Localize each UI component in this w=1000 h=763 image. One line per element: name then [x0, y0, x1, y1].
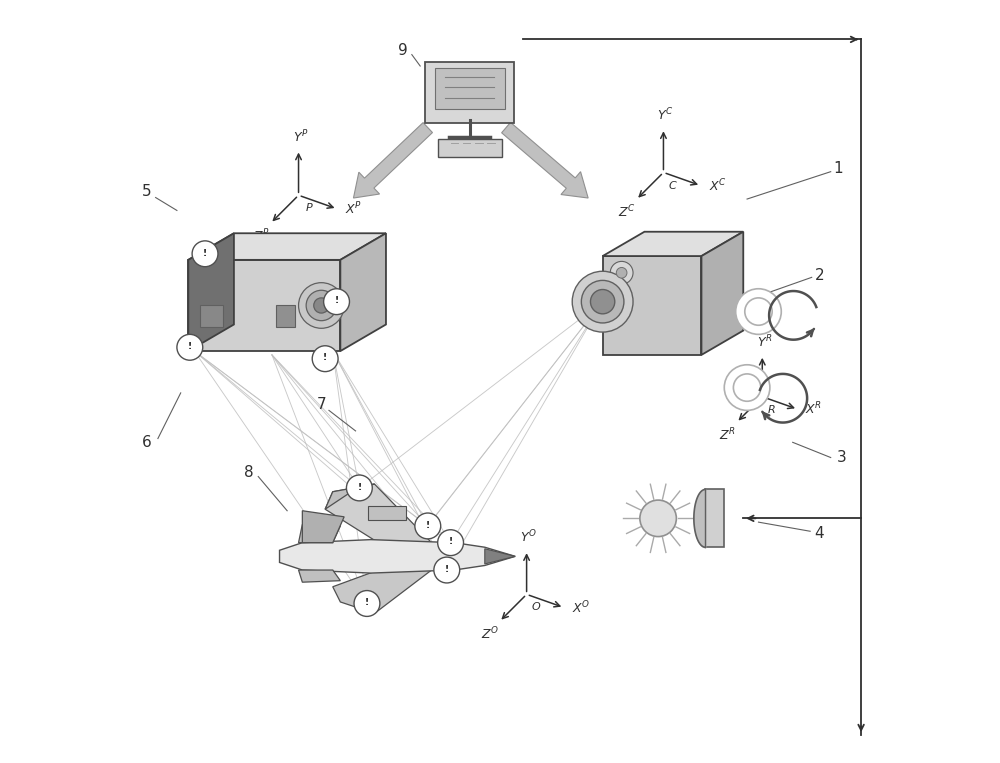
- Circle shape: [724, 365, 770, 410]
- Text: !: !: [323, 353, 327, 362]
- Text: !: !: [449, 537, 453, 546]
- Polygon shape: [485, 549, 515, 564]
- Text: 5: 5: [142, 184, 151, 199]
- Text: !: !: [334, 296, 339, 305]
- Text: $Z^C$: $Z^C$: [618, 204, 636, 221]
- Text: $X^C$: $X^C$: [709, 177, 727, 194]
- Polygon shape: [280, 539, 515, 573]
- Text: !: !: [357, 483, 361, 491]
- Polygon shape: [368, 506, 406, 520]
- Polygon shape: [188, 260, 340, 351]
- Text: !: !: [445, 565, 449, 574]
- FancyBboxPatch shape: [435, 68, 505, 109]
- Text: $O$: $O$: [531, 600, 541, 613]
- Circle shape: [324, 288, 349, 314]
- Text: 6: 6: [142, 435, 151, 450]
- Circle shape: [192, 241, 218, 267]
- Circle shape: [733, 374, 761, 401]
- Polygon shape: [188, 233, 234, 351]
- Circle shape: [590, 289, 615, 314]
- FancyBboxPatch shape: [425, 63, 514, 123]
- FancyArrow shape: [502, 122, 588, 198]
- Circle shape: [438, 530, 464, 555]
- Polygon shape: [302, 510, 344, 542]
- Text: !: !: [188, 342, 192, 351]
- Polygon shape: [705, 489, 724, 547]
- Circle shape: [177, 334, 203, 360]
- Text: $X^P$: $X^P$: [345, 201, 362, 217]
- Text: 7: 7: [317, 397, 326, 412]
- Text: 2: 2: [814, 268, 824, 282]
- FancyBboxPatch shape: [438, 139, 502, 157]
- Text: $Y^C$: $Y^C$: [657, 107, 674, 124]
- Polygon shape: [603, 232, 743, 256]
- Polygon shape: [188, 233, 386, 260]
- Bar: [276, 305, 295, 327]
- Text: $Y^O$: $Y^O$: [520, 529, 537, 546]
- Bar: [200, 305, 223, 327]
- Polygon shape: [333, 570, 432, 613]
- FancyArrow shape: [353, 123, 432, 198]
- Circle shape: [616, 268, 627, 278]
- Polygon shape: [603, 256, 701, 355]
- Circle shape: [306, 290, 337, 320]
- Polygon shape: [325, 485, 375, 509]
- Circle shape: [640, 500, 676, 536]
- Polygon shape: [299, 524, 340, 542]
- Polygon shape: [701, 232, 743, 355]
- Text: 4: 4: [814, 526, 824, 541]
- Circle shape: [581, 280, 624, 323]
- Polygon shape: [299, 570, 340, 582]
- Text: $Z^P$: $Z^P$: [253, 227, 270, 244]
- Polygon shape: [325, 485, 432, 542]
- Circle shape: [312, 346, 338, 372]
- Text: 9: 9: [398, 43, 408, 58]
- Text: $C$: $C$: [668, 179, 678, 191]
- Text: $Z^R$: $Z^R$: [719, 427, 736, 443]
- Text: 8: 8: [244, 465, 254, 480]
- Text: 3: 3: [837, 450, 847, 465]
- Text: $X^R$: $X^R$: [805, 401, 823, 417]
- Circle shape: [299, 282, 344, 328]
- Circle shape: [745, 298, 772, 325]
- Text: $R$: $R$: [767, 403, 776, 415]
- Text: 1: 1: [833, 161, 843, 176]
- Circle shape: [610, 262, 633, 284]
- Circle shape: [354, 591, 380, 617]
- Text: $P$: $P$: [305, 201, 313, 214]
- Circle shape: [572, 272, 633, 332]
- Text: !: !: [203, 249, 207, 258]
- Text: $Y^R$: $Y^R$: [757, 333, 772, 350]
- Circle shape: [346, 475, 372, 501]
- Polygon shape: [340, 233, 386, 351]
- Text: !: !: [426, 520, 430, 530]
- Text: $X^O$: $X^O$: [572, 599, 590, 616]
- Text: !: !: [365, 598, 369, 607]
- Text: $Y^P$: $Y^P$: [293, 128, 309, 145]
- Circle shape: [736, 288, 781, 334]
- Text: $Z^O$: $Z^O$: [481, 626, 499, 642]
- Circle shape: [314, 298, 329, 313]
- Circle shape: [415, 513, 441, 539]
- Circle shape: [434, 557, 460, 583]
